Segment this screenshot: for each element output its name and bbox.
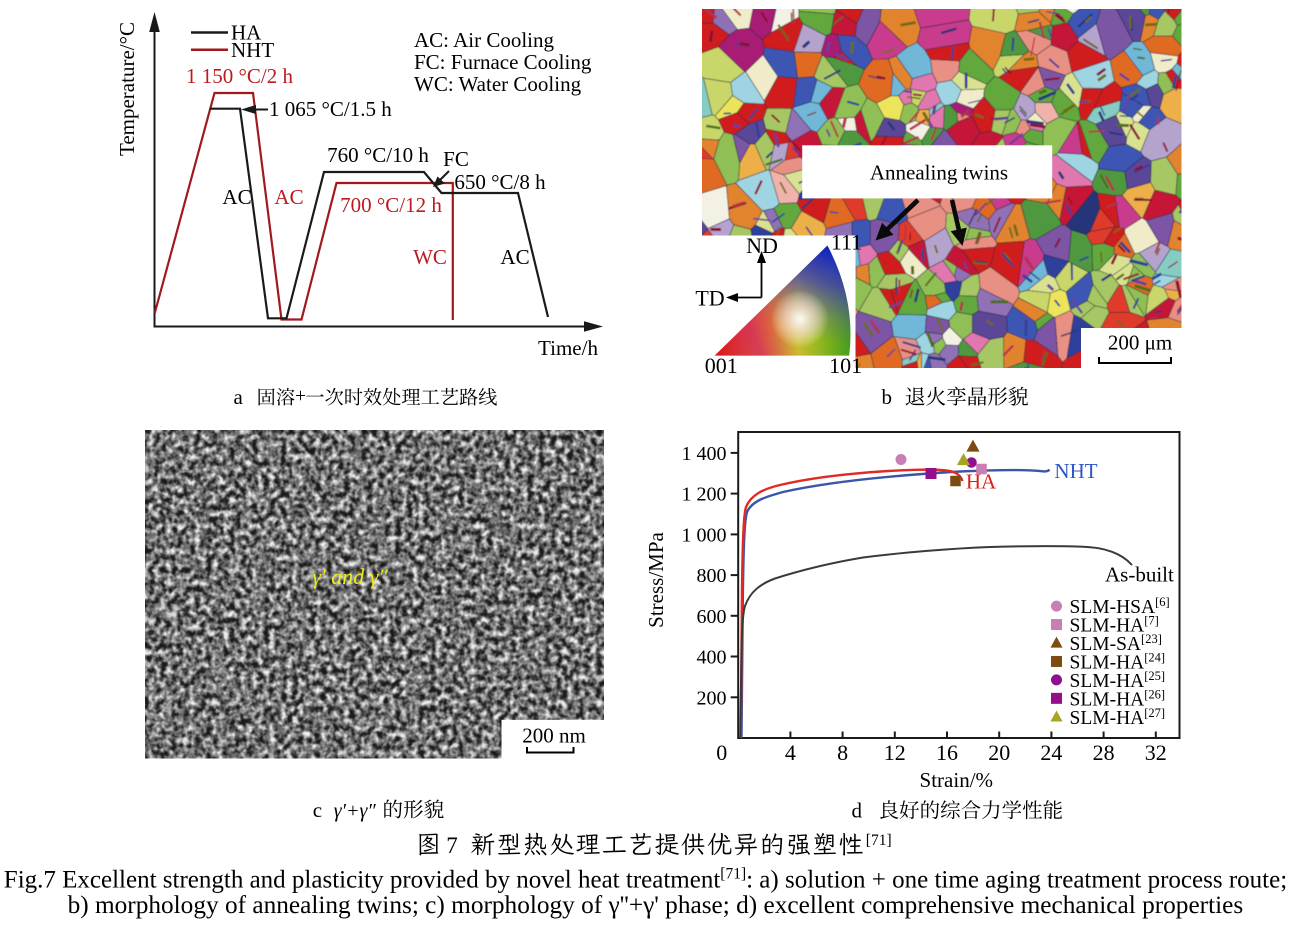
- svg-text:b) morphology of annealing twi: b) morphology of annealing twins; c) mor…: [68, 891, 1244, 919]
- svg-text:4: 4: [785, 740, 796, 765]
- svg-text:0: 0: [716, 740, 727, 765]
- svg-text:1 200: 1 200: [682, 484, 727, 506]
- svg-text:[71]: [71]: [866, 832, 892, 849]
- svg-text:760 °C/10 h: 760 °C/10 h: [327, 143, 429, 167]
- svg-text:200: 200: [697, 687, 727, 709]
- svg-text:16: 16: [936, 740, 958, 765]
- svg-text:7: 7: [446, 833, 458, 858]
- svg-text:800: 800: [697, 565, 727, 587]
- svg-text:650 °C/8 h: 650 °C/8 h: [454, 170, 546, 194]
- svg-text:γ′+γ″: γ′+γ″: [334, 800, 377, 822]
- svg-text:1 000: 1 000: [682, 524, 727, 546]
- svg-text:Stress/MPa: Stress/MPa: [644, 531, 668, 627]
- svg-text:200 nm: 200 nm: [522, 724, 586, 748]
- svg-text:γ′ and γ″: γ′ and γ″: [312, 564, 388, 589]
- svg-text:a: a: [234, 385, 244, 409]
- svg-text:FC: FC: [443, 147, 469, 171]
- svg-text:001: 001: [705, 353, 738, 378]
- svg-text:AC: AC: [274, 185, 303, 209]
- svg-text:Strain/%: Strain/%: [920, 768, 994, 792]
- svg-text:1 400: 1 400: [682, 443, 727, 465]
- svg-text:28: 28: [1093, 740, 1115, 765]
- svg-text:c: c: [313, 798, 322, 822]
- svg-text:Time/h: Time/h: [538, 336, 598, 360]
- svg-text:SLM-HA[7]: SLM-HA[7]: [1070, 614, 1159, 637]
- svg-text:101: 101: [829, 353, 862, 378]
- svg-text:SLM-HA[27]: SLM-HA[27]: [1070, 706, 1166, 729]
- svg-text:AC: AC: [222, 185, 251, 209]
- svg-text:700 °C/12 h: 700 °C/12 h: [340, 193, 442, 217]
- svg-text:SLM-HA[25]: SLM-HA[25]: [1070, 669, 1166, 692]
- svg-text:8: 8: [837, 740, 848, 765]
- svg-text:SLM-HA[26]: SLM-HA[26]: [1070, 687, 1166, 710]
- svg-text:12: 12: [884, 740, 906, 765]
- svg-text:SLM-SA[23]: SLM-SA[23]: [1070, 632, 1162, 655]
- svg-text:SLM-HA[24]: SLM-HA[24]: [1070, 651, 1166, 674]
- svg-text:32: 32: [1145, 740, 1167, 765]
- svg-text:AC: Air Cooling: AC: Air Cooling: [414, 28, 555, 52]
- svg-text:TD: TD: [695, 286, 724, 311]
- svg-text:FC: Furnace Cooling: FC: Furnace Cooling: [414, 50, 592, 74]
- svg-text:Temperature/°C: Temperature/°C: [115, 22, 139, 156]
- svg-text:200 μm: 200 μm: [1108, 331, 1172, 355]
- svg-text:WC: Water Cooling: WC: Water Cooling: [414, 72, 582, 96]
- svg-text:111: 111: [831, 230, 862, 255]
- svg-text:20: 20: [988, 740, 1010, 765]
- svg-text:As-built: As-built: [1105, 563, 1174, 587]
- svg-text:NHT: NHT: [231, 38, 274, 62]
- svg-text:24: 24: [1040, 740, 1062, 765]
- svg-text:+: +: [295, 386, 306, 407]
- svg-text:1 150 °C/2 h: 1 150 °C/2 h: [186, 64, 293, 88]
- svg-text:d: d: [852, 799, 863, 823]
- svg-text:AC: AC: [500, 245, 529, 269]
- svg-text:WC: WC: [413, 245, 447, 269]
- svg-text:SLM-HSA[6]: SLM-HSA[6]: [1070, 595, 1170, 618]
- svg-text:Fig.7 Excellent strength and p: Fig.7 Excellent strength and plasticity …: [4, 866, 1287, 894]
- svg-text:HA: HA: [231, 21, 262, 45]
- svg-text:NHT: NHT: [1054, 459, 1097, 483]
- svg-text:400: 400: [697, 647, 727, 669]
- svg-text:b: b: [882, 385, 893, 409]
- svg-text:Annealing twins: Annealing twins: [870, 161, 1008, 185]
- svg-text:1 065 °C/1.5 h: 1 065 °C/1.5 h: [269, 97, 392, 121]
- svg-text:600: 600: [697, 606, 727, 628]
